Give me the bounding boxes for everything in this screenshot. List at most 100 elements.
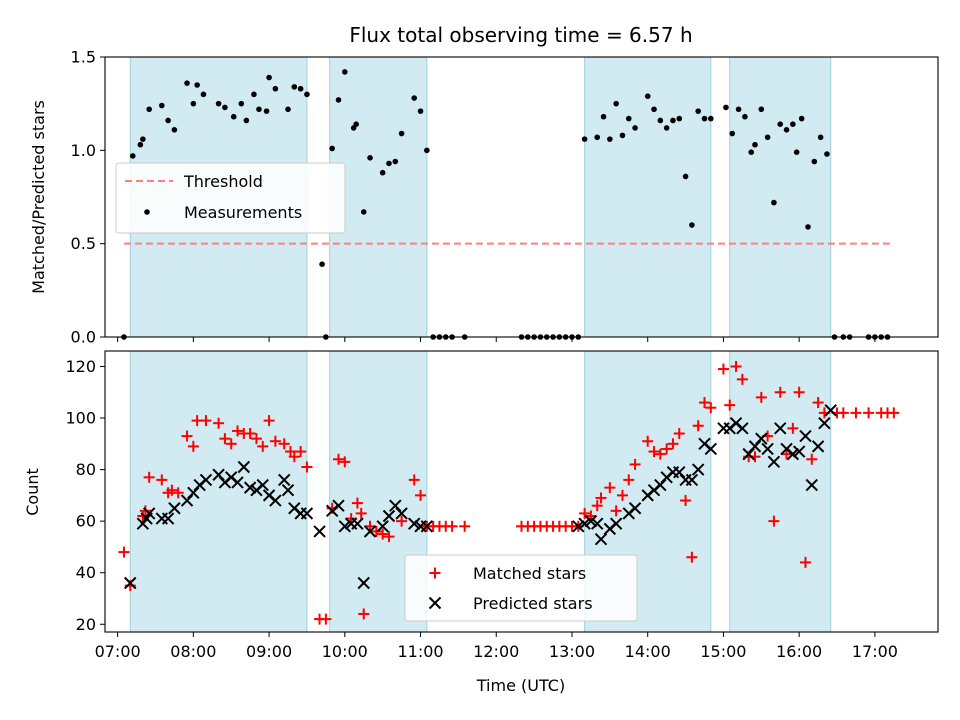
matched-star-point xyxy=(730,360,742,372)
predicted-star-point xyxy=(231,476,244,489)
x-tick-label: 08:00 xyxy=(170,642,216,661)
predicted-star-point xyxy=(395,507,408,520)
measurement-point xyxy=(171,127,178,133)
matched-star-point xyxy=(415,489,427,501)
top-x-ticks xyxy=(117,337,876,342)
measurement-point xyxy=(670,117,676,124)
predicted-star-point xyxy=(818,416,831,430)
x-tick-label: 14:00 xyxy=(625,642,671,661)
x-tick-label: 12:00 xyxy=(473,642,519,661)
matched-star-point xyxy=(850,407,862,419)
bottom-y-tick-label: 40 xyxy=(76,563,96,582)
measurement-point xyxy=(297,85,304,92)
bottom-axes-frame xyxy=(104,350,939,633)
matched-star-point xyxy=(680,495,692,507)
predicted-star-point xyxy=(187,486,200,499)
matched-star-point xyxy=(787,422,799,434)
bottom-legend-box xyxy=(404,554,638,622)
predicted-star-point xyxy=(338,520,352,533)
predicted-star-point xyxy=(278,473,291,487)
matched-star-point xyxy=(595,492,607,504)
measurement-point xyxy=(379,169,386,176)
predicted-star-point xyxy=(199,473,213,487)
predicted-star-point xyxy=(351,517,364,530)
measurement-point xyxy=(184,80,190,86)
measurement-point xyxy=(386,160,392,167)
matched-star-point xyxy=(408,474,420,486)
predicted-star-point xyxy=(704,442,718,456)
measurement-point xyxy=(285,106,291,113)
measurement-point xyxy=(335,97,342,103)
predicted-star-point xyxy=(786,447,800,461)
measurement-point xyxy=(600,113,607,120)
bottom-y-tick-label: 60 xyxy=(76,512,96,531)
measurement-point xyxy=(742,113,748,120)
shaded-interval xyxy=(729,350,832,633)
x-tick-label: 17:00 xyxy=(852,642,898,661)
predicted-star-point xyxy=(243,481,257,494)
predicted-star-point xyxy=(748,440,762,453)
measurement-point xyxy=(817,134,824,141)
measurement-point xyxy=(619,132,626,139)
matched-star-point xyxy=(278,438,290,450)
predicted-star-point xyxy=(408,517,421,530)
predicted-star-point xyxy=(332,499,345,512)
predicted-star-point xyxy=(805,478,818,492)
bottom-x-ticks: 07:00 08:00 09:00 10:00 11:00 12:00 13:00 14:00… xyxy=(95,632,898,661)
matched-star-point xyxy=(673,427,685,439)
matched-star-point xyxy=(345,513,357,525)
matched-star-point xyxy=(364,520,376,532)
measurement-point xyxy=(342,69,348,75)
predicted-star-point xyxy=(168,502,181,515)
measurement-point xyxy=(752,141,758,148)
measurement-point xyxy=(777,121,784,127)
predicted-star-point xyxy=(376,520,389,533)
predicted-star-point xyxy=(578,517,591,530)
predicted-star-point xyxy=(124,576,137,590)
matched-star-point xyxy=(812,397,824,409)
matched-star-point xyxy=(579,507,591,519)
matched-star-point xyxy=(187,440,199,452)
matched-star-point xyxy=(888,407,900,419)
matched-star-point xyxy=(166,484,178,496)
measurement-point xyxy=(811,158,818,165)
matched-star-point xyxy=(667,438,679,450)
measurement-point xyxy=(663,125,670,131)
matched-star-point xyxy=(781,448,793,460)
matched-star-point xyxy=(585,510,597,522)
predicted-star-point xyxy=(161,512,175,525)
measurement-point xyxy=(238,100,245,107)
measurement-point xyxy=(256,106,262,113)
matched-star-point xyxy=(768,515,780,527)
bottom-y-tick-label: 80 xyxy=(76,460,96,479)
matched-star-point xyxy=(591,500,603,512)
predicted-star-point xyxy=(811,440,825,453)
measurement-point xyxy=(723,104,729,111)
measurement-point xyxy=(222,104,228,111)
predicted-star-point xyxy=(269,494,282,507)
predicted-star-point xyxy=(142,507,156,520)
predicted-star-point xyxy=(609,517,623,530)
bottom-y-tick-label: 120 xyxy=(65,357,96,376)
predicted-legend-swatch xyxy=(428,596,442,610)
predicted-legend-marker xyxy=(428,596,442,610)
x-tick-label: 09:00 xyxy=(246,642,292,661)
matched-star-point xyxy=(699,397,711,409)
chart-title: Flux total observing time = 6.57 h xyxy=(349,23,692,47)
matched-star-point xyxy=(446,520,458,532)
measurement-point xyxy=(771,199,777,206)
measurement-point xyxy=(729,130,736,137)
predicted-star-point xyxy=(691,463,705,476)
measurement-point xyxy=(360,209,367,215)
predicted-star-point xyxy=(212,468,225,481)
matched-star-point xyxy=(774,386,786,398)
matched-star-point xyxy=(629,458,641,470)
x-tick-label: 07:00 xyxy=(95,642,141,661)
measurement-point xyxy=(392,158,399,165)
measurement-point xyxy=(140,136,146,142)
predicted-star-point xyxy=(673,465,686,479)
matched-star-point xyxy=(705,402,717,414)
predicted-star-point xyxy=(742,447,755,461)
matched-star-point xyxy=(332,453,344,465)
